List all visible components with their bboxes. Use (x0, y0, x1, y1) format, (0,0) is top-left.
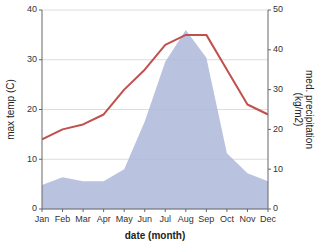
x-tick (185, 209, 186, 212)
y2-tick-label: 0 (273, 203, 278, 213)
y2-axis-label-line: (kg/m2) (293, 93, 304, 127)
x-tick (268, 209, 269, 212)
y2-tick-label: 50 (273, 4, 283, 14)
y2-tick-label: 10 (273, 164, 283, 174)
x-tick (103, 209, 104, 212)
x-tick-label: Dec (260, 214, 277, 224)
y-tick-label: 30 (27, 54, 37, 64)
x-tick (83, 209, 84, 212)
grid-line (42, 10, 268, 11)
x-tick (42, 209, 43, 212)
x-tick (62, 209, 63, 212)
y2-tick (268, 49, 271, 50)
temperature-line (42, 35, 268, 139)
x-tick-label: Jan (35, 214, 50, 224)
y-tick-label: 40 (27, 4, 37, 14)
x-tick-label: Feb (55, 214, 71, 224)
x-tick-label: Jul (160, 214, 172, 224)
plot-area (42, 30, 268, 209)
x-axis-label: date (month) (125, 230, 186, 241)
y2-tick-label: 20 (273, 124, 283, 134)
grid-line (42, 59, 268, 60)
y2-tick-label: 40 (273, 44, 283, 54)
x-axis-line (42, 209, 268, 210)
y-tick-label: 10 (27, 154, 37, 164)
y-tick-label: 0 (32, 203, 37, 213)
y2-tick (268, 129, 271, 130)
x-tick-label: Oct (220, 214, 235, 224)
y2-tick (268, 169, 271, 170)
precipitation-area (42, 30, 268, 209)
x-tick-label: Sep (198, 214, 214, 224)
y2-tick-label: 30 (273, 84, 283, 94)
y-tick (39, 159, 42, 160)
x-tick-label: Nov (239, 214, 256, 224)
x-tick-label: May (116, 214, 134, 224)
y-tick (39, 59, 42, 60)
x-tick-label: Jun (137, 214, 152, 224)
y2-axis-label: med. precipitation(kg/m2) (293, 70, 315, 149)
y-tick-label: 20 (27, 104, 37, 114)
x-tick-label: Mar (75, 214, 91, 224)
x-tick (165, 209, 166, 212)
y2-axis-label-line: med. precipitation (304, 70, 315, 149)
y-axis-label: max temp (C) (5, 79, 16, 140)
x-tick-label: Apr (97, 214, 111, 224)
x-tick (226, 209, 227, 212)
x-tick-label: Aug (178, 214, 194, 224)
y2-axis-line (268, 10, 269, 209)
chart: 0 10 20 30 40 0 10 20 30 40 50 Jan Feb Mar Apr MayJun Ju… (0, 0, 318, 247)
y-tick (39, 10, 42, 11)
x-tick (144, 209, 145, 212)
y-tick (39, 109, 42, 110)
y2-tick (268, 89, 271, 90)
x-tick (247, 209, 248, 212)
grid-line (42, 209, 268, 210)
x-tick (124, 209, 125, 212)
y2-tick (268, 10, 271, 11)
x-tick (206, 209, 207, 212)
